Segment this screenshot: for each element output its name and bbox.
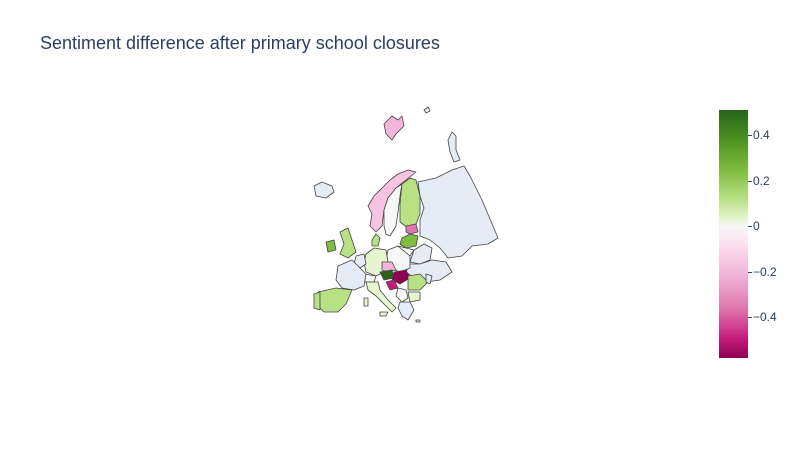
chart-title: Sentiment difference after primary schoo… bbox=[40, 33, 440, 53]
country-hungary[interactable] bbox=[391, 269, 411, 285]
colorbar-tick-label: −0.2 bbox=[753, 264, 777, 279]
country-ireland[interactable] bbox=[325, 239, 337, 253]
country-sweden[interactable] bbox=[383, 183, 403, 237]
colorbar-tick-label: 0 bbox=[753, 219, 760, 234]
colorbar-tick bbox=[748, 180, 752, 182]
colorbar bbox=[719, 110, 748, 358]
country-norway-north-islands[interactable] bbox=[383, 115, 405, 141]
country-svalbard[interactable] bbox=[423, 106, 431, 114]
colorbar-tick bbox=[748, 317, 752, 319]
country-estonia[interactable] bbox=[405, 223, 419, 235]
country-spain[interactable] bbox=[315, 287, 353, 313]
country-russia-island[interactable] bbox=[447, 131, 461, 163]
country-denmark[interactable] bbox=[371, 233, 381, 247]
country-norway[interactable] bbox=[367, 169, 417, 233]
country-bulgaria[interactable] bbox=[407, 291, 421, 303]
country-malta[interactable] bbox=[415, 319, 421, 323]
country-serbia[interactable] bbox=[395, 287, 409, 303]
colorbar-tick-label: −0.4 bbox=[753, 310, 777, 325]
colorbar-tick-label: 0.2 bbox=[753, 173, 770, 188]
country-austria[interactable] bbox=[379, 269, 395, 281]
country-finland[interactable] bbox=[399, 177, 421, 229]
country-portugal[interactable] bbox=[313, 291, 321, 311]
country-russia[interactable] bbox=[417, 165, 499, 259]
colorbar-tick bbox=[748, 135, 752, 137]
country-iceland[interactable] bbox=[313, 181, 335, 199]
country-italy[interactable] bbox=[365, 281, 397, 313]
country-france[interactable] bbox=[335, 259, 367, 291]
colorbar-tick bbox=[748, 226, 752, 228]
country-italy-sardinia[interactable] bbox=[363, 297, 369, 307]
country-moldova[interactable] bbox=[425, 273, 433, 285]
country-latvia[interactable] bbox=[399, 233, 419, 249]
country-united-kingdom[interactable] bbox=[339, 227, 357, 259]
country-romania[interactable] bbox=[407, 273, 429, 291]
colorbar-tick bbox=[748, 271, 752, 273]
country-italy-sicily[interactable] bbox=[379, 311, 389, 317]
colorbar-tick-label: 0.4 bbox=[753, 128, 770, 143]
country-greece[interactable] bbox=[397, 301, 415, 321]
